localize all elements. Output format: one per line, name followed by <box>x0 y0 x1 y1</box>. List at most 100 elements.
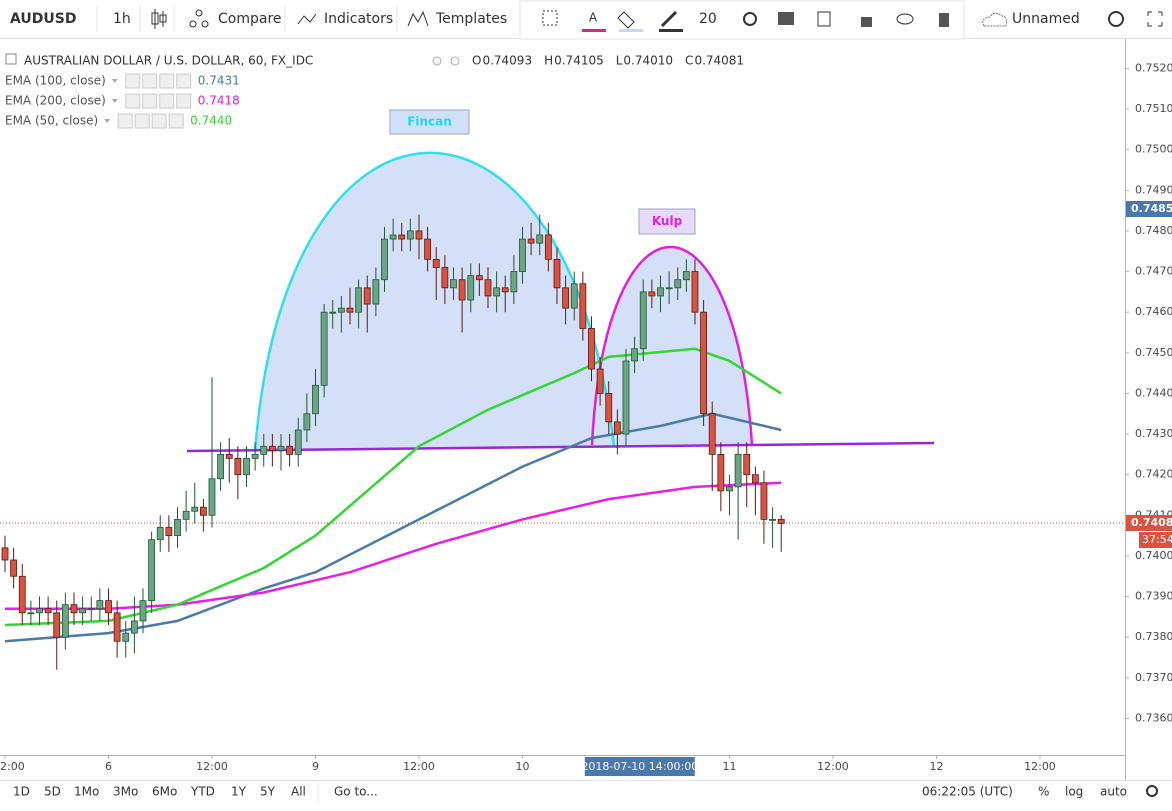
candle-body <box>294 429 302 455</box>
price-label-box <box>1126 515 1172 532</box>
candle-body <box>199 506 207 516</box>
candle-body <box>312 384 319 415</box>
candle-body <box>743 453 751 476</box>
collapse-icon[interactable] <box>5 53 17 65</box>
layout-name[interactable]: Unnamed <box>1012 11 1080 27</box>
visual-order-icon[interactable] <box>778 12 794 25</box>
axis-settings-icon[interactable] <box>1146 785 1158 797</box>
templates-icon[interactable] <box>407 10 429 27</box>
auto-toggle[interactable]: auto <box>1100 785 1127 799</box>
goto[interactable]: Go to... <box>334 785 378 799</box>
candle-body <box>484 279 492 297</box>
clone-icon[interactable] <box>817 11 831 27</box>
line-color-icon[interactable] <box>660 10 678 28</box>
x-tick-label: 12:00 <box>403 760 435 773</box>
range-button[interactable]: 6Mo <box>152 785 177 799</box>
x-tick-label: 9 <box>312 760 319 773</box>
handle-arc[interactable] <box>590 245 754 446</box>
chart-settings-icon[interactable] <box>1108 11 1124 27</box>
candle-body <box>174 518 181 537</box>
settings-icon[interactable] <box>743 12 757 26</box>
toolbar: AUDUSD 1h Compare Indicators Templates A… <box>0 0 1172 40</box>
legend-button <box>142 73 158 89</box>
candle-body <box>501 287 509 293</box>
hide-icon[interactable] <box>896 13 914 25</box>
compare-icon[interactable] <box>189 9 209 28</box>
select-icon[interactable] <box>542 10 558 26</box>
neckline[interactable] <box>186 441 935 453</box>
candle-body <box>156 527 164 541</box>
candle-body <box>467 275 475 301</box>
range-button[interactable]: 1D <box>13 785 30 799</box>
fill-icon[interactable] <box>617 11 635 29</box>
ohlc-value: 0.74093 <box>482 54 532 68</box>
candle-body <box>208 478 216 516</box>
lock-icon[interactable] <box>861 17 872 27</box>
candle-body <box>53 612 61 638</box>
ohlc-key: H <box>544 54 553 68</box>
price-label: 0.74854 <box>1131 202 1172 215</box>
indicators[interactable]: Indicators <box>324 11 393 27</box>
legend-button <box>151 113 167 129</box>
chart-title: AUSTRALIAN DOLLAR / U.S. DOLLAR, 60, FX_… <box>24 54 313 68</box>
x-tick-label: 10 <box>515 760 529 773</box>
candle-body <box>596 368 604 394</box>
legend-button <box>142 93 158 109</box>
candle-body <box>329 311 337 314</box>
candle-body <box>70 604 78 614</box>
ohlc-key: O <box>472 54 481 68</box>
delete-icon[interactable] <box>939 13 949 27</box>
text-color-icon[interactable]: A <box>589 11 598 25</box>
legend-value: 0.7431 <box>198 74 240 88</box>
candle-body <box>665 287 673 290</box>
interval[interactable]: 1h <box>113 11 131 27</box>
legend-button <box>125 93 141 109</box>
line-color-swatch <box>659 29 683 32</box>
legend-icon <box>432 56 442 66</box>
log-toggle[interactable]: log <box>1065 785 1083 799</box>
range-button[interactable]: 5Y <box>260 785 276 799</box>
candle-body <box>398 234 406 240</box>
candle-body <box>44 608 52 614</box>
candle-body <box>96 600 104 610</box>
line-width[interactable]: 20 <box>699 11 717 27</box>
templates[interactable]: Templates <box>435 11 507 27</box>
compare[interactable]: Compare <box>218 11 282 27</box>
range-button[interactable]: 5D <box>44 785 61 799</box>
range-button[interactable]: YTD <box>190 785 215 799</box>
indicators-icon[interactable] <box>297 13 317 25</box>
countdown-box <box>1139 532 1172 549</box>
x-tick-label: 12:00 <box>196 760 228 773</box>
percent-toggle[interactable]: % <box>1038 785 1049 799</box>
cloud-icon <box>982 12 1007 27</box>
symbol[interactable]: AUDUSD <box>10 11 76 27</box>
candle-body <box>458 279 466 301</box>
chart-type-icon[interactable] <box>151 9 167 29</box>
cup-label-box <box>389 109 470 135</box>
range-button[interactable]: 1Y <box>231 785 247 799</box>
candle-body <box>113 612 121 642</box>
legend-name: EMA (50, close) <box>5 114 98 128</box>
legend-icon <box>450 56 460 66</box>
range-button[interactable]: 1Mo <box>74 785 99 799</box>
ohlc-value: 0.74081 <box>694 54 744 68</box>
candle-body <box>251 453 259 459</box>
candle-body <box>320 311 328 386</box>
candle-body <box>777 518 785 524</box>
candle-body <box>450 279 457 289</box>
candle-body <box>191 506 199 512</box>
legend-button <box>159 73 175 89</box>
legend-value: 0.7418 <box>198 94 240 108</box>
candle-body <box>372 279 380 305</box>
fill-swatch <box>619 29 643 32</box>
candle-body <box>726 486 733 492</box>
range-button[interactable]: All <box>291 785 306 799</box>
candle-body <box>510 271 518 293</box>
candle-body <box>381 238 388 281</box>
range-button[interactable]: 3Mo <box>113 785 138 799</box>
candle-body <box>536 234 544 244</box>
